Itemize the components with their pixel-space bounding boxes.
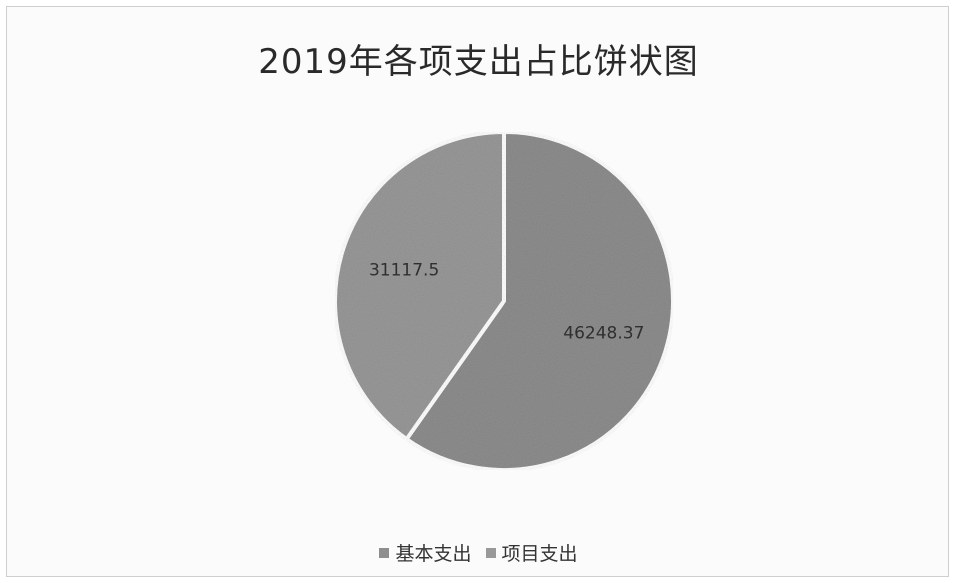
chart-title: 2019年各项支出占比饼状图 xyxy=(258,42,699,82)
pie-slice-basic xyxy=(404,130,675,472)
data-label-basic: 46248.37 xyxy=(563,324,644,344)
legend-swatch-project xyxy=(485,547,496,558)
legend-item-basic: 基本支出 xyxy=(379,539,471,566)
legend-label-basic: 基本支出 xyxy=(395,543,472,565)
legend-label-project: 项目支出 xyxy=(501,543,578,565)
data-label-project: 31117.5 xyxy=(369,260,439,280)
legend: 基本支出 项目支出 xyxy=(0,539,957,566)
pie-slice-project xyxy=(333,130,506,442)
legend-item-project: 项目支出 xyxy=(485,539,578,566)
legend-swatch-basic xyxy=(379,547,390,558)
